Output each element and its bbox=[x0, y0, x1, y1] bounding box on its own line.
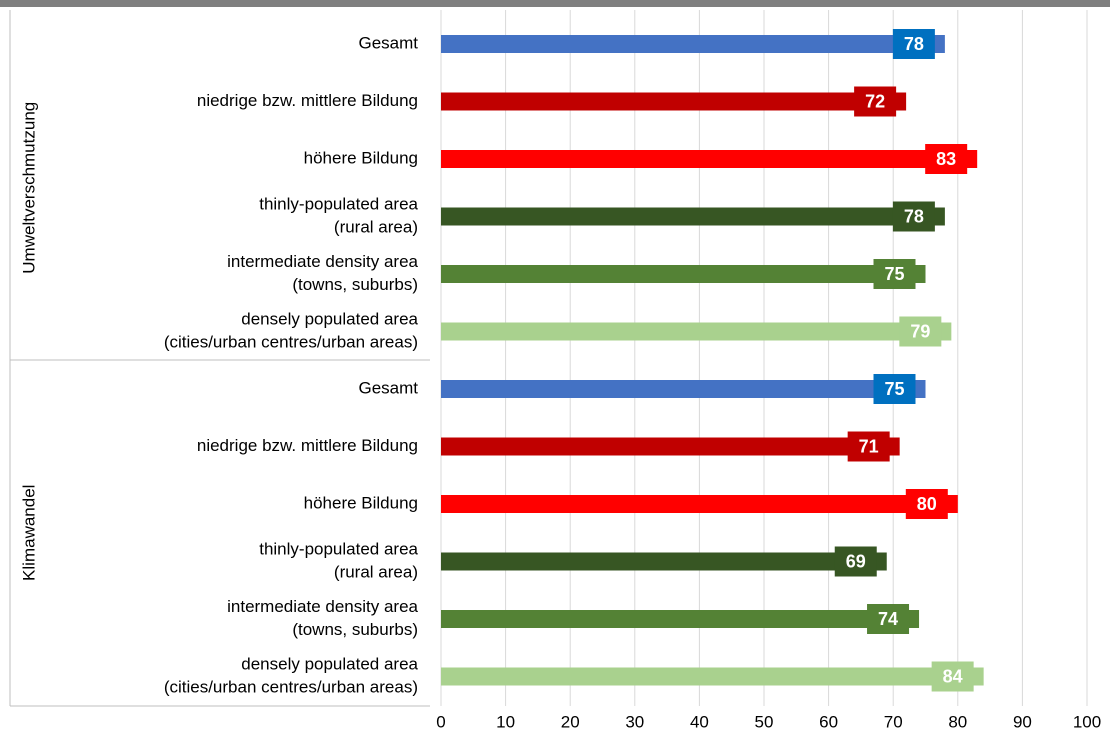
x-tick-label: 0 bbox=[436, 712, 445, 731]
category-label: höhere Bildung bbox=[304, 148, 418, 167]
category-label: niedrige bzw. mittlere Bildung bbox=[197, 91, 418, 110]
category-label: (cities/urban centres/urban areas) bbox=[164, 332, 418, 351]
category-label: höhere Bildung bbox=[304, 493, 418, 512]
category-label: intermediate density area bbox=[227, 252, 418, 271]
category-label: Gesamt bbox=[358, 33, 418, 52]
value-label-box bbox=[892, 201, 935, 232]
x-tick-label: 40 bbox=[690, 712, 709, 731]
bar bbox=[441, 92, 907, 111]
value-label: 75 bbox=[884, 379, 904, 399]
x-tick-label: 80 bbox=[948, 712, 967, 731]
bar bbox=[441, 35, 945, 53]
value-label: 71 bbox=[859, 436, 879, 456]
bar bbox=[441, 495, 958, 513]
x-tick-label: 70 bbox=[884, 712, 903, 731]
value-label-box bbox=[867, 604, 910, 634]
value-label: 78 bbox=[904, 34, 924, 54]
bar bbox=[441, 380, 926, 398]
bar bbox=[441, 322, 952, 341]
category-label: thinly-populated area bbox=[259, 539, 418, 558]
value-label-box bbox=[931, 661, 974, 692]
value-label: 80 bbox=[917, 494, 937, 514]
category-label: niedrige bzw. mittlere Bildung bbox=[197, 436, 418, 455]
x-tick-label: 20 bbox=[561, 712, 580, 731]
top-band bbox=[0, 0, 1110, 7]
category-label: densely populated area bbox=[241, 309, 418, 328]
bar bbox=[441, 552, 887, 571]
value-label-box bbox=[847, 431, 890, 462]
value-label: 83 bbox=[936, 149, 956, 169]
value-label-box bbox=[873, 259, 916, 289]
x-tick-label: 90 bbox=[1013, 712, 1032, 731]
value-label: 75 bbox=[884, 264, 904, 284]
category-label: densely populated area bbox=[241, 654, 418, 673]
bar bbox=[441, 265, 926, 283]
bar bbox=[441, 667, 984, 686]
bar bbox=[441, 150, 978, 168]
category-label: (cities/urban centres/urban areas) bbox=[164, 677, 418, 696]
group-label: Umweltverschmutzung bbox=[19, 102, 38, 274]
category-label: (towns, suburbs) bbox=[292, 275, 418, 294]
x-tick-label: 60 bbox=[819, 712, 838, 731]
value-label-box bbox=[892, 29, 935, 59]
value-label-box bbox=[899, 316, 942, 347]
bar bbox=[441, 207, 945, 226]
category-label: (rural area) bbox=[334, 217, 418, 236]
category-label: thinly-populated area bbox=[259, 194, 418, 213]
bar bbox=[441, 610, 920, 628]
group-label: Klimawandel bbox=[19, 485, 38, 581]
value-label: 84 bbox=[943, 666, 963, 686]
value-label-box bbox=[834, 546, 877, 577]
x-tick-label: 30 bbox=[625, 712, 644, 731]
value-label: 69 bbox=[846, 551, 866, 571]
category-label: Gesamt bbox=[358, 378, 418, 397]
value-label-box bbox=[873, 374, 916, 404]
category-label: (rural area) bbox=[334, 562, 418, 581]
value-label: 79 bbox=[910, 321, 930, 341]
value-label: 74 bbox=[878, 609, 898, 629]
x-tick-label: 10 bbox=[496, 712, 515, 731]
x-tick-label: 100 bbox=[1073, 712, 1101, 731]
value-label-box bbox=[925, 144, 968, 174]
value-label-box bbox=[854, 86, 897, 117]
x-tick-label: 50 bbox=[755, 712, 774, 731]
value-label: 78 bbox=[904, 206, 924, 226]
value-label: 72 bbox=[865, 91, 885, 111]
bar bbox=[441, 437, 900, 456]
value-label-box bbox=[905, 489, 948, 519]
category-label: intermediate density area bbox=[227, 597, 418, 616]
category-label: (towns, suburbs) bbox=[292, 620, 418, 639]
